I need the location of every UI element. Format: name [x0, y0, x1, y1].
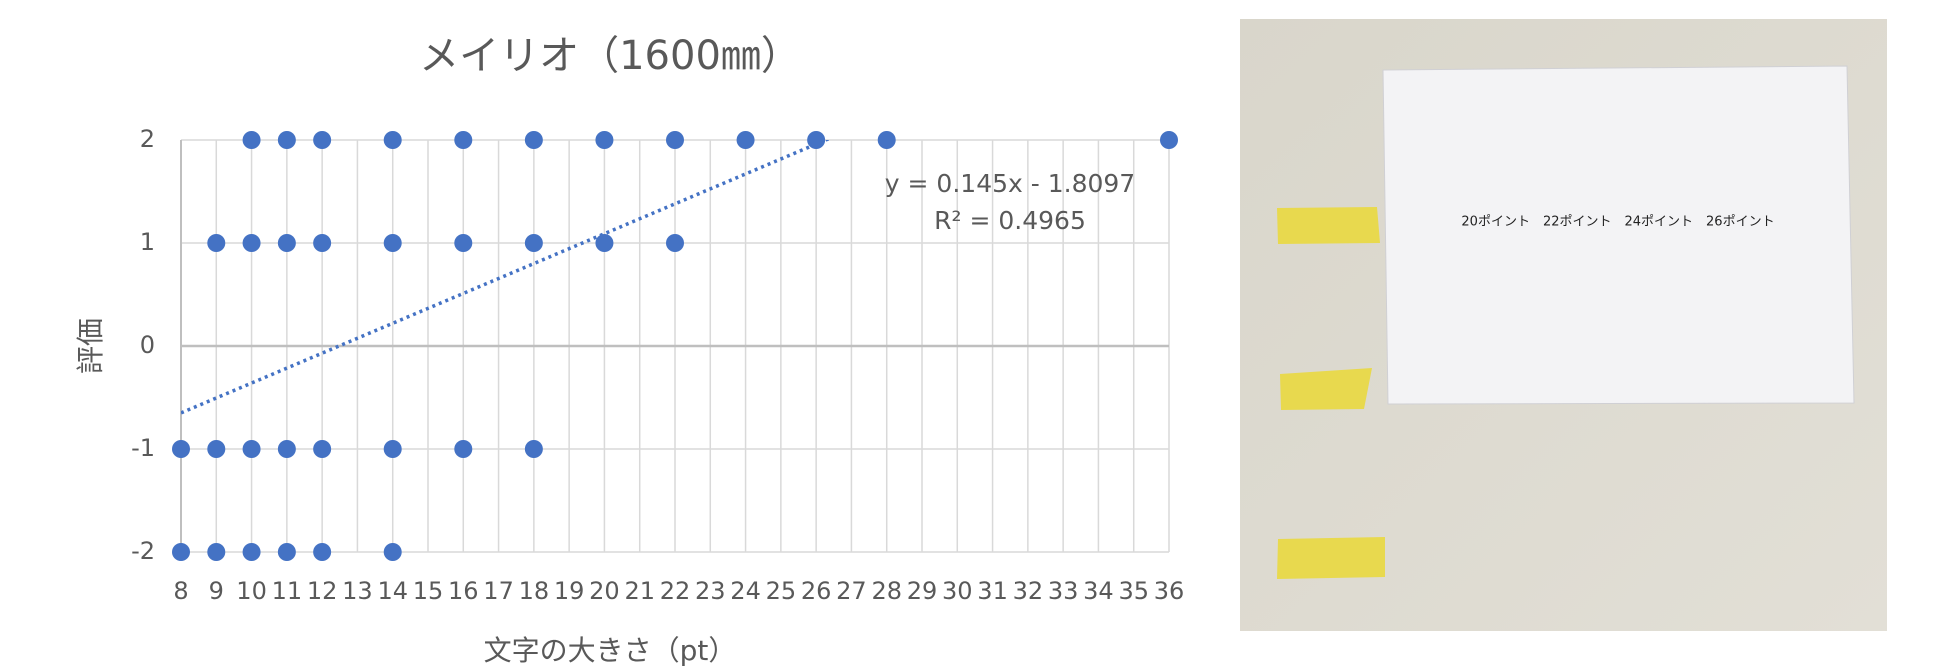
x-tick-label: 27	[836, 577, 867, 605]
point	[454, 440, 473, 458]
point	[277, 234, 296, 252]
point	[172, 543, 190, 561]
chart-title: メイリオ（1600㎜）	[419, 33, 801, 79]
point	[383, 234, 402, 252]
x-tick-label: 9	[209, 577, 224, 605]
x-tick-label: 35	[1118, 577, 1149, 605]
x-tick-label: 32	[1013, 577, 1044, 605]
point	[313, 131, 332, 149]
paper	[1382, 65, 1855, 405]
point	[807, 131, 826, 149]
point	[595, 131, 614, 149]
x-tick-label: 19	[554, 577, 585, 605]
x-tick-label: 8	[173, 577, 188, 605]
point	[172, 440, 190, 458]
x-tick-label: 36	[1154, 577, 1185, 605]
point	[666, 234, 684, 252]
x-tick-label: 26	[801, 577, 832, 605]
x-tick-label: 31	[977, 577, 1008, 605]
x-tick-label: 15	[413, 577, 444, 605]
point	[313, 543, 332, 561]
point	[242, 234, 261, 252]
x-tick-label: 21	[624, 577, 655, 605]
x-tick-label: 11	[272, 577, 303, 605]
point	[524, 440, 543, 458]
y-tick-label: -2	[131, 537, 155, 565]
point	[454, 234, 473, 252]
x-tick-label: 24	[730, 577, 761, 605]
point	[277, 543, 296, 561]
x-tick-label: 17	[483, 577, 514, 605]
x-axis-title: 文字の大きさ（pt）	[484, 634, 737, 666]
y-tick-label: 2	[140, 125, 155, 153]
point	[736, 131, 755, 149]
point	[666, 131, 684, 149]
point	[242, 440, 261, 458]
x-tick-label: 20	[589, 577, 620, 605]
y-tick-label: 1	[140, 228, 155, 256]
paper-text: 20ポイント 22ポイント 24ポイント 26ポイント	[1461, 215, 1774, 230]
point	[242, 131, 261, 149]
point	[383, 131, 402, 149]
point	[383, 543, 402, 561]
y-tick-label: -1	[131, 434, 155, 462]
y-tick-label: 0	[140, 331, 155, 359]
point	[313, 440, 332, 458]
photo: 20ポイント 22ポイント 24ポイント 26ポイント	[1240, 19, 1887, 631]
point	[277, 131, 296, 149]
x-tick-label: 14	[377, 577, 408, 605]
x-tick-label: 18	[519, 577, 550, 605]
tape	[1277, 537, 1385, 579]
x-tick-label: 12	[307, 577, 338, 605]
tape	[1280, 368, 1372, 410]
x-tick-label: 13	[342, 577, 373, 605]
x-tick-label: 29	[907, 577, 938, 605]
trendline-equation: y = 0.145x - 1.8097	[885, 169, 1135, 198]
tape	[1277, 207, 1380, 244]
point	[1160, 131, 1178, 149]
point	[595, 234, 614, 252]
x-tick-label: 30	[942, 577, 973, 605]
trendline-r2: R² = 0.4965	[934, 206, 1086, 235]
x-tick-label: 22	[660, 577, 691, 605]
point	[207, 234, 226, 252]
point	[207, 440, 226, 458]
x-tick-label: 33	[1048, 577, 1079, 605]
x-tick-label: 28	[871, 577, 902, 605]
point	[877, 131, 896, 149]
x-tick-label: 25	[766, 577, 797, 605]
point	[313, 234, 332, 252]
point	[277, 440, 296, 458]
point	[454, 131, 473, 149]
x-tick-label: 23	[695, 577, 726, 605]
point	[524, 131, 543, 149]
point	[242, 543, 261, 561]
point	[383, 440, 402, 458]
x-tick-label: 34	[1083, 577, 1114, 605]
point	[524, 234, 543, 252]
point	[207, 543, 226, 561]
y-axis-title: 評価	[74, 318, 107, 374]
x-tick-label: 10	[236, 577, 267, 605]
x-tick-label: 16	[448, 577, 479, 605]
